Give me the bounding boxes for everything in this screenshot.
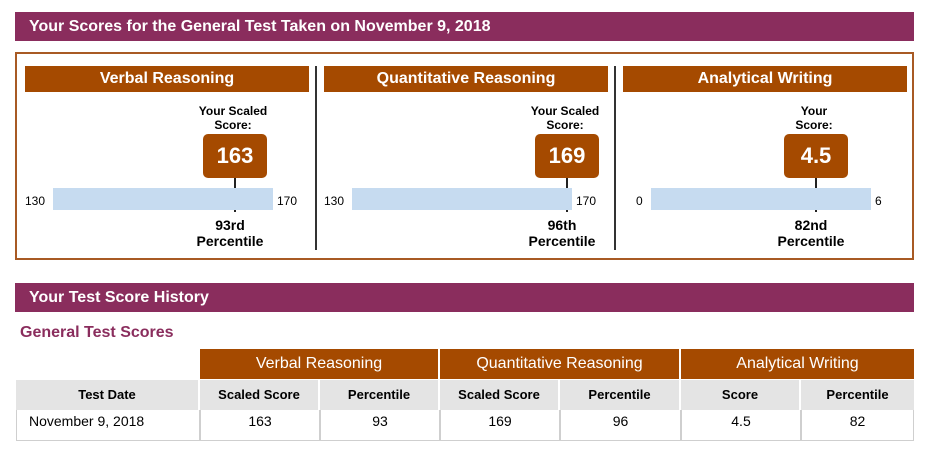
panel-divider — [614, 66, 616, 250]
quant-panel-title: Quantitative Reasoning — [324, 66, 608, 92]
verbal-score-caption: Your Scaled Score: — [198, 104, 268, 132]
cell-writing-score: 4.5 — [681, 410, 801, 441]
cell-quant-percentile: 96 — [560, 410, 681, 441]
col-writing-percentile: Percentile — [801, 380, 914, 410]
writing-score-bar — [651, 188, 871, 210]
history-subtitle: General Test Scores — [20, 324, 174, 341]
col-test-date: Test Date — [16, 380, 200, 410]
verbal-score-pill: 163 — [203, 134, 267, 178]
scores-header: Your Scores for the General Test Taken o… — [15, 12, 914, 41]
group-quant: Quantitative Reasoning — [440, 349, 679, 379]
panel-divider — [315, 66, 317, 250]
cell-test-date: November 9, 2018 — [16, 410, 200, 441]
quant-score-pill: 169 — [535, 134, 599, 178]
cell-writing-percentile: 82 — [801, 410, 914, 441]
quant-score-bar — [352, 188, 572, 210]
writing-percentile: 82nd Percentile — [777, 217, 845, 249]
writing-score-pill: 4.5 — [784, 134, 848, 178]
col-quant-percentile: Percentile — [560, 380, 681, 410]
col-writing-score: Score — [681, 380, 801, 410]
writing-panel: Analytical Writing Your Score: 4.5 0 6 82… — [623, 66, 907, 250]
writing-panel-title: Analytical Writing — [623, 66, 907, 92]
cell-verbal-percentile: 93 — [320, 410, 440, 441]
quant-score-caption: Your Scaled Score: — [530, 104, 600, 132]
writing-max-label: 6 — [875, 194, 882, 208]
col-verbal-percentile: Percentile — [320, 380, 440, 410]
verbal-percentile: 93rd Percentile — [196, 217, 264, 249]
quant-max-label: 170 — [576, 194, 597, 208]
group-writing: Analytical Writing — [681, 349, 914, 379]
writing-score-caption: Your Score: — [795, 104, 833, 132]
history-header-title: Your Test Score History — [29, 289, 209, 306]
col-quant-scaled: Scaled Score — [440, 380, 560, 410]
col-verbal-scaled: Scaled Score — [200, 380, 320, 410]
score-summary-box: Verbal Reasoning Your Scaled Score: 163 1… — [15, 52, 914, 260]
verbal-max-label: 170 — [277, 194, 298, 208]
quant-percentile: 96th Percentile — [528, 217, 596, 249]
group-verbal: Verbal Reasoning — [200, 349, 438, 379]
verbal-min-label: 130 — [25, 194, 46, 208]
cell-quant-scaled: 169 — [440, 410, 560, 441]
verbal-panel-title: Verbal Reasoning — [25, 66, 309, 92]
history-header: Your Test Score History — [15, 283, 914, 312]
scores-header-title: Your Scores for the General Test Taken o… — [29, 18, 491, 35]
quant-panel: Quantitative Reasoning Your Scaled Score:… — [324, 66, 608, 250]
verbal-panel: Verbal Reasoning Your Scaled Score: 163 1… — [25, 66, 309, 250]
cell-verbal-scaled: 163 — [200, 410, 320, 441]
verbal-score-bar — [53, 188, 273, 210]
quant-min-label: 130 — [324, 194, 345, 208]
writing-min-label: 0 — [636, 194, 643, 208]
